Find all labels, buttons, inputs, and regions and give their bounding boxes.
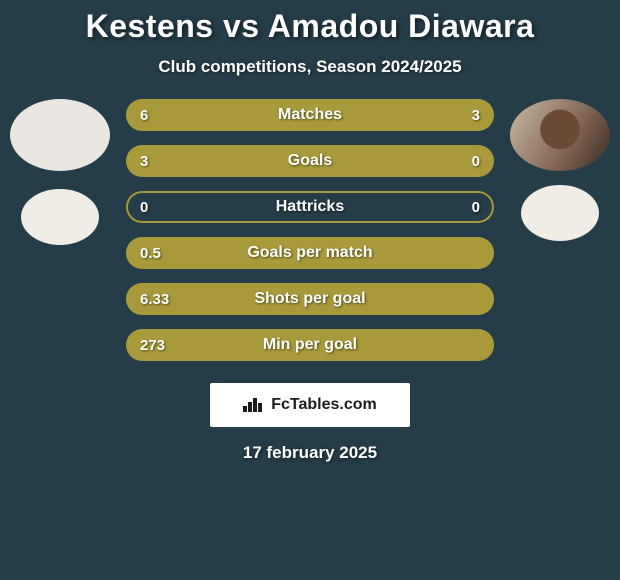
page-title: Kestens vs Amadou Diawara [86,8,535,45]
player-left-panel [0,99,120,361]
main-area: 63Matches 30Goals 00Hattricks 0.5Goals per … [0,99,620,361]
comparison-card: Kestens vs Amadou Diawara Club competiti… [0,0,620,580]
stat-row: 63Matches [126,99,494,131]
stat-label: Shots per goal [126,283,494,315]
subtitle: Club competitions, Season 2024/2025 [158,57,461,77]
stat-label: Min per goal [126,329,494,361]
stat-row: 00Hattricks [126,191,494,223]
player-left-avatar [10,99,110,171]
stat-row: 6.33Shots per goal [126,283,494,315]
bars-container: 63Matches 30Goals 00Hattricks 0.5Goals per … [120,99,500,361]
player-left-club-badge [21,189,99,245]
stat-row: 273Min per goal [126,329,494,361]
stat-label: Hattricks [126,191,494,223]
stat-label: Goals per match [126,237,494,269]
stat-label: Goals [126,145,494,177]
bars-icon [243,398,263,412]
player-right-club-badge [521,185,599,241]
player-right-avatar [510,99,610,171]
brand-text: FcTables.com [271,396,377,414]
brand-logo: FcTables.com [243,396,377,414]
stat-row: 30Goals [126,145,494,177]
stat-row: 0.5Goals per match [126,237,494,269]
date-footer: 17 february 2025 [243,443,377,463]
stat-label: Matches [126,99,494,131]
player-right-panel [500,99,620,361]
brand-box: FcTables.com [210,383,410,427]
